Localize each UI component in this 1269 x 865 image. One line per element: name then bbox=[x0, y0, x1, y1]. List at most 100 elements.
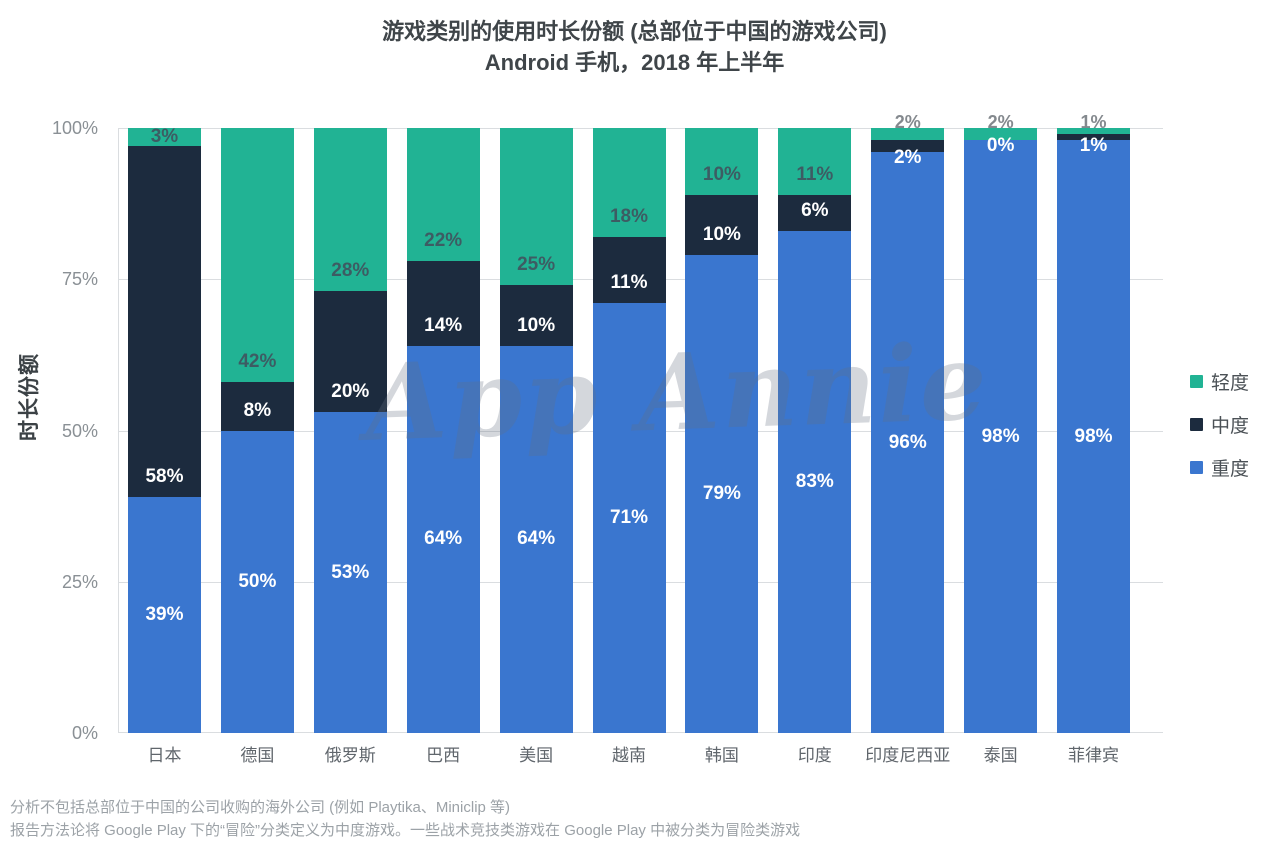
x-tick-label: 德国 bbox=[240, 746, 275, 765]
bar-label-heavy: 39% bbox=[145, 604, 184, 626]
bar: 71% 11% 18% bbox=[592, 128, 666, 733]
bar-label-mid: 0% bbox=[986, 135, 1015, 157]
x-tick-label: 泰国 bbox=[983, 746, 1018, 765]
x-tick-label: 印度尼西亚 bbox=[865, 746, 951, 765]
y-tick-label: 75% bbox=[61, 269, 98, 290]
legend-item: 中度 bbox=[1190, 412, 1250, 437]
x-tick-label: 日本 bbox=[147, 746, 182, 765]
bar-label-heavy: 79% bbox=[702, 483, 741, 505]
x-tick-label: 俄罗斯 bbox=[324, 746, 376, 765]
bar-segment-light bbox=[499, 128, 573, 286]
bar-segment-heavy bbox=[964, 140, 1038, 733]
bar-segment-heavy bbox=[220, 430, 294, 733]
bar-label-mid: 6% bbox=[801, 199, 829, 221]
bar-segment-mid bbox=[871, 140, 945, 153]
y-tick-label: 50% bbox=[61, 420, 98, 441]
x-tick-label: 美国 bbox=[519, 746, 554, 765]
bar-segment-light bbox=[592, 128, 666, 237]
y-tick-label: 100% bbox=[51, 118, 98, 138]
bar-label-mid: 20% bbox=[331, 381, 370, 403]
bar: 39% 58% 3% bbox=[127, 126, 201, 733]
bar-segment-light bbox=[220, 128, 294, 383]
bar-label-heavy: 96% bbox=[888, 431, 927, 453]
bar: 96% 2% 2% bbox=[871, 112, 945, 733]
bar-segment-mid bbox=[220, 382, 294, 431]
bar-label-heavy: 50% bbox=[238, 570, 277, 592]
legend-swatch bbox=[1190, 460, 1203, 474]
bar: 53% 20% 28% bbox=[313, 128, 387, 733]
legend-label: 中度 bbox=[1211, 415, 1250, 437]
x-tick-label: 菲律宾 bbox=[1068, 746, 1120, 765]
bar-segment-mid bbox=[313, 291, 387, 413]
bar-segment-heavy bbox=[778, 230, 852, 733]
bar-label-mid: 8% bbox=[243, 399, 272, 421]
bar: 83% 6% 11% bbox=[778, 128, 852, 733]
bar-segment-heavy bbox=[871, 152, 945, 733]
bar-label-mid: 10% bbox=[517, 314, 556, 336]
legend-item: 轻度 bbox=[1190, 369, 1250, 394]
bar-label-light: 28% bbox=[331, 260, 370, 282]
bar-label-light: 2% bbox=[987, 112, 1014, 132]
bar-segment-light bbox=[1057, 128, 1131, 135]
bar-segment-light bbox=[127, 128, 201, 147]
footnote-line: 报告方法论将 Google Play 下的“冒险”分类定义为中度游戏。一些战术竞… bbox=[10, 822, 801, 839]
bar-segment-light bbox=[871, 128, 945, 141]
bar-segment-light bbox=[964, 128, 1038, 141]
bar-segment-light bbox=[685, 128, 759, 195]
bar-label-light: 3% bbox=[150, 126, 179, 147]
bar-label-light: 22% bbox=[424, 230, 463, 252]
x-tick-label: 印度 bbox=[797, 746, 832, 765]
footnote-line: 分析不包括总部位于中国的公司收购的海外公司 (例如 Playtika、Minic… bbox=[10, 799, 511, 816]
x-tick-label: 越南 bbox=[612, 746, 646, 765]
plot-area: 0% 25% 50% 75% 100% 39% 58% 3% 日本 50% 8% 42% 德国 53% 20… bbox=[52, 112, 1163, 765]
bar-segment-heavy bbox=[406, 345, 480, 733]
bar: 98% 1% 1% bbox=[1057, 112, 1131, 733]
bar-segment-heavy bbox=[313, 412, 387, 733]
bar-label-mid: 2% bbox=[893, 147, 922, 169]
bar-label-heavy: 83% bbox=[795, 470, 834, 492]
bar-segment-heavy bbox=[685, 255, 759, 733]
bar-label-light: 10% bbox=[702, 163, 741, 185]
legend-label: 重度 bbox=[1211, 458, 1250, 480]
bar-label-mid: 58% bbox=[145, 466, 184, 488]
bar-label-mid: 1% bbox=[1079, 135, 1108, 157]
bar-label-heavy: 64% bbox=[424, 528, 463, 550]
bar: 98% 0% 2% bbox=[964, 112, 1038, 733]
bar-label-mid: 14% bbox=[424, 314, 463, 336]
bar-segment-heavy bbox=[1057, 140, 1131, 733]
legend: 轻度 中度 重度 bbox=[1190, 369, 1249, 498]
bar-segment-mid bbox=[1057, 134, 1131, 141]
bar-segment-mid bbox=[127, 146, 201, 498]
bar-label-light: 2% bbox=[894, 112, 921, 132]
bar-segment-mid bbox=[406, 261, 480, 346]
bar-label-heavy: 98% bbox=[981, 425, 1020, 447]
bar-segment-heavy bbox=[592, 303, 666, 733]
chart-title-line1: 游戏类别的使用时长份额 (总部位于中国的游戏公司) bbox=[382, 19, 887, 44]
legend-swatch bbox=[1190, 374, 1203, 388]
legend-label: 轻度 bbox=[1211, 372, 1250, 394]
chart-title-line2: Android 手机，2018 年上半年 bbox=[484, 50, 785, 75]
y-tick-label: 0% bbox=[71, 723, 98, 743]
footnotes: 分析不包括总部位于中国的公司收购的海外公司 (例如 Playtika、Minic… bbox=[10, 796, 800, 842]
bar: 64% 14% 22% bbox=[406, 128, 480, 733]
chart-title: 游戏类别的使用时长份额 (总部位于中国的游戏公司) Android 手机，201… bbox=[0, 16, 1269, 78]
y-tick-label: 25% bbox=[61, 571, 98, 592]
bar: 50% 8% 42% bbox=[220, 128, 294, 733]
bar-label-heavy: 53% bbox=[331, 561, 370, 583]
bar-segment-heavy bbox=[499, 345, 573, 733]
x-tick-label: 巴西 bbox=[426, 746, 461, 765]
bar-label-light: 25% bbox=[517, 254, 556, 276]
bar-label-light: 42% bbox=[238, 351, 277, 373]
x-tick-label: 韩国 bbox=[704, 746, 739, 765]
bar-label-mid: 10% bbox=[702, 224, 741, 246]
legend-item: 重度 bbox=[1190, 455, 1250, 480]
bar-label-mid: 11% bbox=[610, 272, 648, 294]
bar-label-heavy: 98% bbox=[1074, 425, 1113, 447]
bar-segment-mid bbox=[778, 194, 852, 231]
bar: 79% 10% 10% bbox=[685, 128, 759, 733]
bar-label-heavy: 71% bbox=[609, 507, 649, 529]
legend-swatch bbox=[1190, 417, 1203, 431]
bar-label-light: 11% bbox=[796, 163, 834, 185]
bar-segment-light bbox=[778, 128, 852, 195]
